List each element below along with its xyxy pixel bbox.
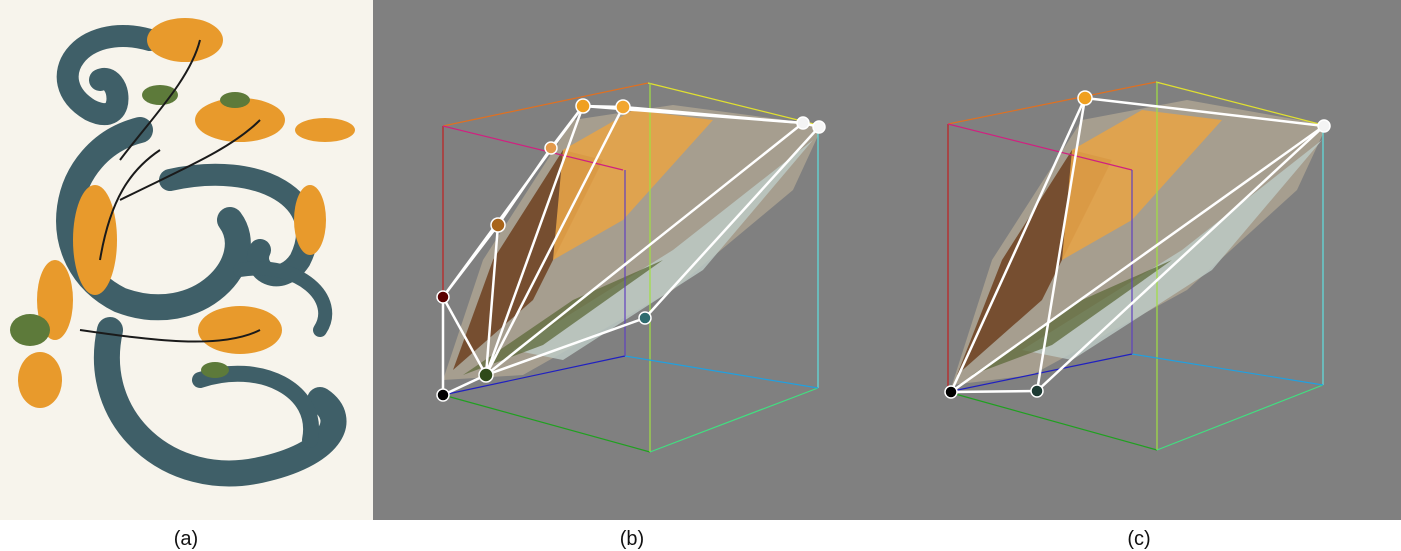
rgb-cube-panel-c (887, 0, 1401, 520)
vertex-dark-green (478, 367, 494, 383)
black-stems (79, 39, 261, 343)
vertex-teal (638, 311, 652, 325)
vertex-black (436, 388, 450, 402)
caption-c: (c) (1127, 528, 1151, 550)
rosemaling-painting (0, 0, 373, 520)
point-cloud (952, 100, 1327, 385)
hull-vertices (436, 98, 826, 402)
vertex-brown (490, 217, 506, 233)
convex-hull-edges (441, 104, 820, 397)
vertex-orange-1 (575, 98, 591, 114)
vertex-white-1 (796, 116, 810, 130)
rgb-cube-panel-b (373, 0, 887, 520)
caption-a: (a) (173, 528, 199, 550)
vertex-dark-red (436, 290, 450, 304)
caption-b: (b) (619, 528, 645, 550)
simplified-hull-edges (949, 96, 1325, 394)
hull-vertices (944, 90, 1331, 399)
vertex-orange (1077, 90, 1093, 106)
vertex-light-orange (544, 141, 558, 155)
vertex-black (944, 385, 958, 399)
vertex-white (1317, 119, 1331, 133)
vertex-white-2 (812, 120, 826, 134)
vertex-dark-teal (1030, 384, 1044, 398)
rgb-cube-edges (947, 81, 1324, 451)
orange-flowers (18, 18, 355, 408)
green-leaves (10, 85, 250, 378)
vertex-orange-2 (615, 99, 631, 115)
